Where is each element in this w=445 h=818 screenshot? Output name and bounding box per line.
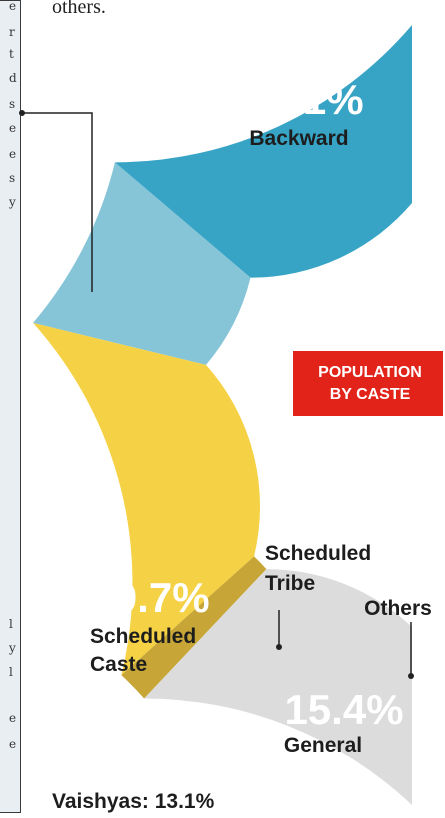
tag-line-1: POPULATION (318, 363, 422, 381)
header-text: others. (52, 0, 106, 18)
label-tribe-line1: Scheduled (265, 542, 371, 565)
label-caste-pct: 19.7% (90, 574, 209, 621)
label-caste-line2: Caste (90, 653, 147, 676)
leader-dot-others (408, 673, 414, 679)
tag-line-2: BY CASTE (329, 385, 411, 403)
population-by-caste-tag: POPULATION BY CASTE (293, 351, 443, 416)
side-column-letter: e (9, 737, 17, 751)
slice-scheduled-caste (33, 322, 261, 676)
side-column-letter: s (9, 97, 16, 111)
side-column-letter: t (9, 47, 14, 61)
side-column-letter: l (9, 665, 13, 679)
side-column-letter: s (9, 171, 16, 185)
side-column-letter: e (9, 147, 17, 161)
label-general-pct: 15.4% (284, 686, 403, 733)
label-caste-line1: Scheduled (90, 625, 196, 648)
side-column-letter: y (9, 195, 16, 209)
side-column-letter: e (9, 0, 17, 13)
slice-backward-light (33, 162, 251, 365)
label-others: Others (364, 597, 432, 620)
leader-line-backward (22, 112, 93, 292)
label-backward-pct: 27.1% (244, 76, 363, 123)
label-backward-name: Backward (249, 127, 348, 150)
slice-general (144, 569, 412, 805)
side-column-letter: d (9, 71, 17, 85)
side-column-letter: e (9, 121, 17, 135)
vaishyas-footnote: Vaishyas: 13.1% (52, 790, 215, 813)
label-general-name: General (284, 734, 362, 757)
label-tribe-pct: 1.7% (265, 492, 361, 539)
side-column-letter: r (9, 25, 15, 39)
side-column-letter: y (9, 641, 16, 655)
side-column-letter: l (9, 617, 13, 631)
slice-backward (114, 25, 412, 278)
leader-dot-tribe (276, 644, 282, 650)
label-tribe-line2: Tribe (265, 572, 315, 595)
leader-dot-backward (19, 110, 25, 116)
slice-scheduled-tribe (121, 556, 267, 699)
side-column-letter: e (9, 711, 17, 725)
